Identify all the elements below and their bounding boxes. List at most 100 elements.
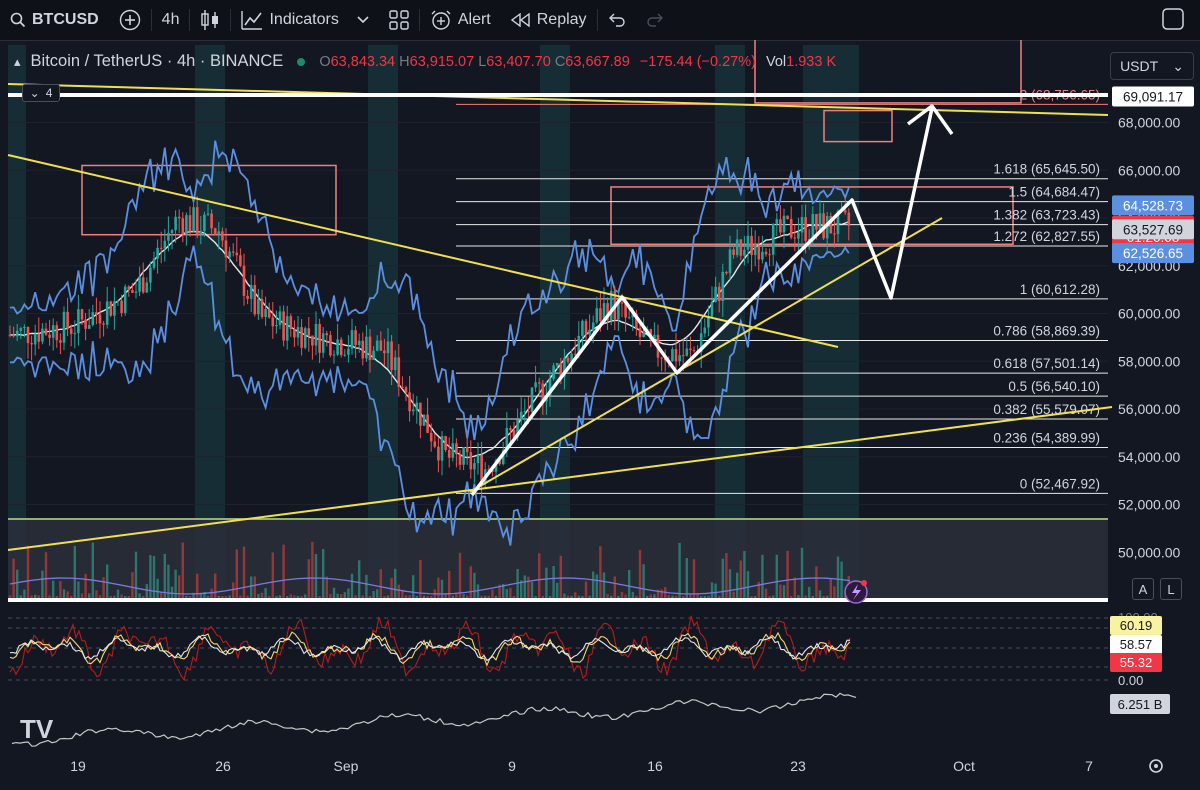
candle-body — [102, 323, 105, 325]
price-tick-label: 50,000.00 — [1118, 544, 1180, 560]
candle-body — [404, 387, 408, 393]
volume-bar — [487, 595, 490, 600]
volume-bar — [404, 595, 408, 600]
volume-bar — [293, 595, 296, 600]
volume-bar — [354, 595, 357, 600]
price-candles — [8, 196, 851, 500]
ohlc-values: O63,843.34 H63,915.07 L63,407.70 C63,667… — [319, 53, 837, 70]
chevron-down-icon[interactable] — [357, 16, 369, 24]
volume-bar — [264, 587, 267, 600]
volume-bar — [732, 591, 735, 600]
compare-button[interactable] — [109, 0, 151, 40]
snapshot-button[interactable] — [1160, 6, 1186, 32]
volume-bar — [332, 587, 336, 600]
time-axis[interactable]: 19 26 Sep 9 16 23 Oct 7 — [70, 758, 1163, 774]
volume-bar — [34, 594, 37, 600]
time-tick-label: 26 — [215, 758, 231, 774]
indicators-label: Indicators — [269, 11, 339, 28]
volume-bar — [530, 581, 534, 600]
volume-bar — [149, 555, 152, 600]
volume-bar — [718, 595, 721, 600]
candle-body — [555, 363, 559, 366]
settings-gear-icon[interactable] — [1149, 759, 1163, 773]
candle-body — [213, 228, 217, 235]
candle-body — [746, 235, 750, 250]
candle-body — [152, 258, 156, 268]
collapse-legend-arrow-icon[interactable]: ▴ — [14, 53, 21, 69]
candle-body — [635, 314, 638, 329]
candle-body — [318, 323, 321, 353]
volume-bar — [12, 558, 15, 600]
candle-body — [620, 302, 624, 304]
candle-body — [210, 213, 213, 229]
volume-bar — [674, 595, 678, 600]
currency-selector[interactable]: USDT ⌄ — [1110, 52, 1194, 80]
candle-body — [728, 249, 732, 274]
volume-bar — [466, 595, 469, 600]
price-axis[interactable]: 50,000.00 52,000.00 54,000.00 56,000.00 58,0… — [1118, 115, 1180, 561]
lightning-icon[interactable] — [844, 580, 868, 604]
volume-bar — [768, 595, 771, 600]
candle-body — [451, 443, 455, 458]
log-scale-button[interactable]: L — [1160, 578, 1182, 600]
cumulative-volume-pane: 6.251 B — [11, 692, 1170, 747]
candle-body — [678, 355, 681, 362]
volume-bar — [833, 586, 836, 600]
candle-body — [134, 291, 138, 293]
volume-bar — [606, 593, 609, 600]
session-band — [368, 45, 398, 600]
layouts-button[interactable] — [379, 0, 419, 40]
candle-body — [228, 251, 231, 258]
time-tick-label: 9 — [508, 758, 516, 774]
alert-button[interactable]: Alert — [420, 0, 501, 40]
session-band — [195, 45, 225, 600]
undo-button[interactable] — [598, 0, 636, 40]
volume-bar — [37, 595, 40, 600]
volume-bar — [786, 550, 789, 600]
volume-bar — [66, 591, 69, 600]
candle-body — [753, 245, 757, 255]
indicators-button[interactable]: Indicators — [231, 0, 378, 40]
symbol-search[interactable]: BTCUSD — [0, 0, 109, 40]
candle-body — [307, 328, 311, 336]
volume-bar — [440, 579, 444, 600]
candle-body — [606, 303, 609, 321]
auto-scale-button[interactable]: A — [1132, 578, 1154, 600]
top-toolbar: BTCUSD 4h Indicators Alert — [0, 0, 1200, 41]
replay-button[interactable]: Replay — [501, 0, 597, 40]
fib-label: 1 (60,612.28) — [1020, 282, 1100, 297]
volume-bar — [638, 549, 642, 600]
candle-body — [350, 330, 354, 349]
fib-label: 0.5 (56,540.10) — [1008, 379, 1100, 394]
volume-bar — [91, 542, 94, 600]
volume-bar — [779, 584, 782, 600]
volume-bar — [728, 569, 732, 600]
candle-body — [185, 215, 188, 235]
volume-bar — [509, 587, 512, 600]
chart-canvas[interactable]: 2 (68,756.65)1.618 (65,645.50)1.5 (64,68… — [0, 40, 1200, 790]
candle-body — [447, 450, 451, 458]
indicators-collapse-toggle[interactable]: ⌄ 4 — [22, 84, 60, 102]
interval-button[interactable]: 4h — [152, 0, 190, 40]
candle-body — [156, 247, 159, 259]
candle-body — [329, 335, 332, 356]
candle-body — [638, 328, 642, 337]
volume-bar — [304, 594, 307, 600]
candle-body — [30, 343, 33, 345]
candle-body — [559, 363, 563, 377]
volume-bar — [505, 589, 508, 600]
candle-body — [408, 392, 411, 412]
bollinger-upper — [9, 140, 850, 441]
undo-icon — [608, 13, 626, 27]
volume-bar — [646, 595, 649, 600]
volume-bar — [689, 593, 692, 600]
redo-button[interactable] — [636, 0, 674, 40]
candle-body — [768, 254, 771, 256]
candle-body — [775, 219, 779, 224]
zone-small — [823, 109, 893, 143]
chart-type-button[interactable] — [190, 0, 230, 40]
volume-bar — [156, 578, 159, 600]
supply-zones — [81, 40, 1108, 246]
volume-bar — [685, 558, 688, 600]
volume-bar — [120, 594, 123, 600]
